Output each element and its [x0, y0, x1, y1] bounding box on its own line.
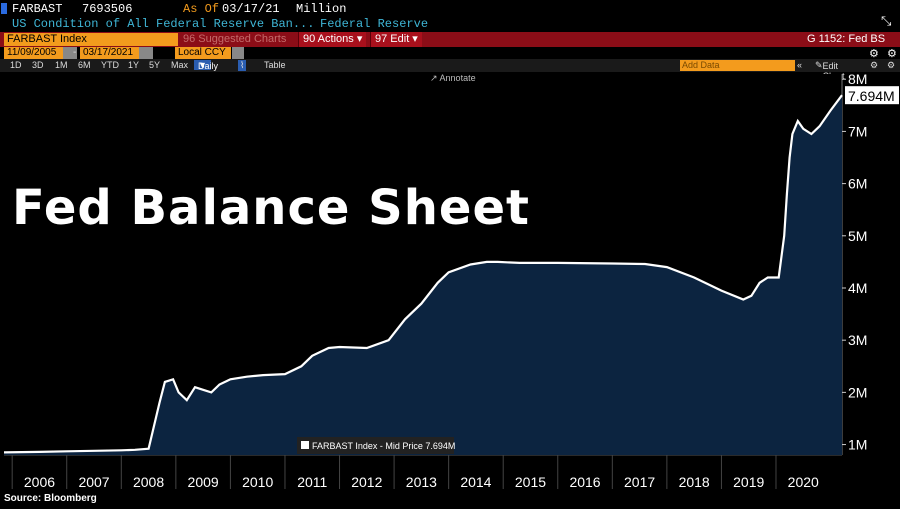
y-tick-label: 2M — [848, 384, 867, 400]
as-of-date: 03/17/21 — [222, 2, 280, 16]
ticker: FARBAST — [12, 2, 63, 16]
red-toolbar: FARBAST Index 96 Suggested Charts 90 Act… — [0, 32, 900, 47]
x-tick-label: 2006 — [24, 474, 55, 490]
y-tick-label: 7M — [848, 123, 867, 139]
description: US Condition of All Federal Reserve Ban.… — [12, 17, 315, 31]
add-data-input[interactable]: Add Data — [680, 60, 795, 71]
end-date-input[interactable]: 03/17/2021 — [80, 47, 141, 59]
period-1d[interactable]: 1D — [10, 60, 22, 70]
legend-label: FARBAST Index - Mid Price 7.694M — [312, 441, 455, 451]
period-1m[interactable]: 1M — [55, 60, 68, 70]
security-field[interactable]: FARBAST Index — [4, 33, 178, 46]
suggested-charts[interactable]: 96 Suggested Charts — [183, 33, 287, 45]
last-value: 7693506 — [82, 2, 133, 16]
chevron-left-icon[interactable]: « — [797, 60, 803, 70]
start-date-input[interactable]: 11/09/2005 — [4, 47, 65, 59]
gear-icon[interactable]: ⚙ — [869, 48, 879, 60]
y-tick-label: 4M — [848, 280, 867, 296]
edit-menu[interactable]: 97 Edit ▾ — [370, 32, 422, 47]
units: Million — [296, 2, 347, 16]
y-tick-label: 8M — [848, 71, 867, 87]
line-chart-icon[interactable]: ⌇ — [238, 60, 247, 71]
x-tick-label: 2015 — [515, 474, 546, 490]
ticker-marker — [1, 3, 7, 14]
frequency-select[interactable]: Daily ▼ — [194, 60, 218, 71]
x-tick-label: 2017 — [624, 474, 655, 490]
actions-menu[interactable]: 90 Actions ▾ — [298, 32, 367, 47]
x-tick-label: 2009 — [188, 474, 219, 490]
x-tick-label: 2010 — [242, 474, 273, 490]
period-5y[interactable]: 5Y — [149, 60, 161, 70]
x-tick-label: 2008 — [133, 474, 164, 490]
settings-icon[interactable]: ⚙ — [887, 48, 897, 60]
source-note: Source: Bloomberg — [4, 493, 97, 504]
table-toggle[interactable]: Table — [264, 60, 286, 70]
description-row: US Condition of All Federal Reserve Ban.… — [0, 17, 900, 33]
expand-icon[interactable]: ⤡ — [881, 14, 892, 29]
annotate-button[interactable]: ↗ Annotate — [430, 73, 476, 83]
currency-select[interactable]: Local CCY — [175, 47, 231, 59]
calendar-icon[interactable] — [63, 47, 77, 59]
as-of-label: As Of — [183, 2, 220, 16]
overlay-title: Fed Balance Sheet — [12, 180, 530, 236]
series-line — [3, 94, 843, 454]
x-tick-label: 2007 — [78, 474, 109, 490]
x-tick-label: 2018 — [679, 474, 710, 490]
header-row: FARBAST 7693506 As Of 03/17/21 Million ⤡ — [0, 0, 900, 29]
period-ytd[interactable]: YTD — [101, 60, 119, 70]
period-3d[interactable]: 3D — [32, 60, 44, 70]
legend-box — [297, 437, 454, 454]
last-value-box — [845, 86, 899, 105]
gear-icon[interactable]: ⚙ — [887, 60, 896, 70]
period-6m[interactable]: 6M — [78, 60, 91, 70]
date-row: 11/09/2005 - 03/17/2021 Local CCY ⚙ ⚙ — [0, 47, 900, 60]
y-tick-label: 1M — [848, 437, 867, 453]
x-tick-label: 2011 — [297, 474, 327, 490]
chevron-down-icon[interactable] — [232, 47, 244, 59]
period-max[interactable]: Max — [171, 60, 189, 70]
area-fill — [4, 95, 842, 455]
x-tick-label: 2020 — [788, 474, 819, 490]
y-tick-label: 5M — [848, 228, 867, 244]
calendar-icon[interactable] — [139, 47, 153, 59]
source-name: Federal Reserve — [320, 17, 429, 31]
last-value-label: 7.694M — [848, 88, 895, 104]
gear-icon[interactable]: ⚙ — [870, 60, 879, 70]
chart-id: G 1152: Fed BS — [807, 33, 886, 45]
x-tick-label: 2013 — [406, 474, 437, 490]
x-tick-label: 2019 — [733, 474, 764, 490]
x-tick-label: 2016 — [569, 474, 600, 490]
period-toolbar: 1D 3D 1M 6M YTD 1Y 5Y Max Daily ▼ ⌇ Tabl… — [0, 59, 900, 81]
x-tick-label: 2012 — [351, 474, 382, 490]
period-1y[interactable]: 1Y — [128, 60, 140, 70]
x-tick-label: 2014 — [460, 474, 491, 490]
y-tick-label: 6M — [848, 176, 867, 192]
legend-swatch — [301, 441, 309, 449]
y-tick-label: 3M — [848, 332, 867, 348]
